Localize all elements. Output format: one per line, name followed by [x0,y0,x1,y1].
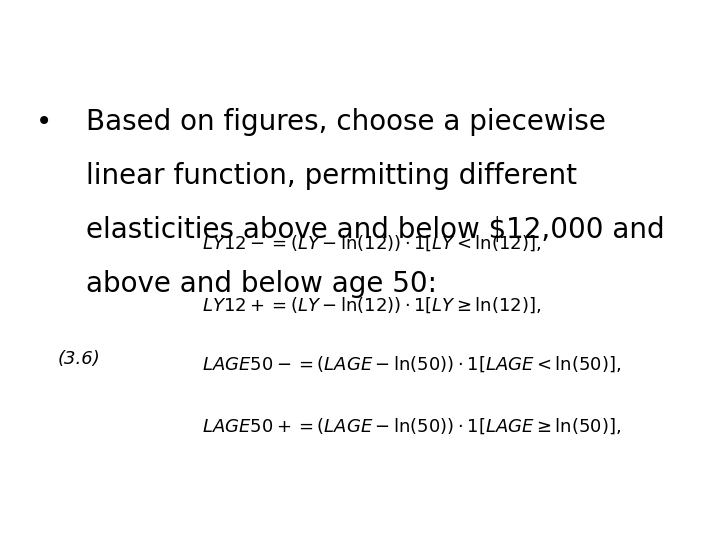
Text: •: • [36,108,53,136]
Text: (3.6): (3.6) [58,350,100,368]
Text: above and below age 50:: above and below age 50: [86,270,438,298]
Text: $\mathit{LY12-} = (\mathit{LY} - \mathrm{ln}(12)) \cdot 1[\mathit{LY} < \mathrm{: $\mathit{LY12-} = (\mathit{LY} - \mathrm… [202,233,541,253]
Text: $\mathit{LY12+} = (\mathit{LY} - \mathrm{ln}(12)) \cdot 1[\mathit{LY} \geq \math: $\mathit{LY12+} = (\mathit{LY} - \mathrm… [202,295,541,315]
Text: elasticities above and below $12,000 and: elasticities above and below $12,000 and [86,216,665,244]
Text: $\mathit{LAGE50+} = (\mathit{LAGE} - \mathrm{ln}(50)) \cdot 1[\mathit{LAGE} \geq: $\mathit{LAGE50+} = (\mathit{LAGE} - \ma… [202,417,621,436]
Text: Based on figures, choose a piecewise: Based on figures, choose a piecewise [86,108,606,136]
Text: linear function, permitting different: linear function, permitting different [86,162,577,190]
Text: $\mathit{LAGE50-} = (\mathit{LAGE} - \mathrm{ln}(50)) \cdot 1[\mathit{LAGE} < \m: $\mathit{LAGE50-} = (\mathit{LAGE} - \ma… [202,355,621,374]
